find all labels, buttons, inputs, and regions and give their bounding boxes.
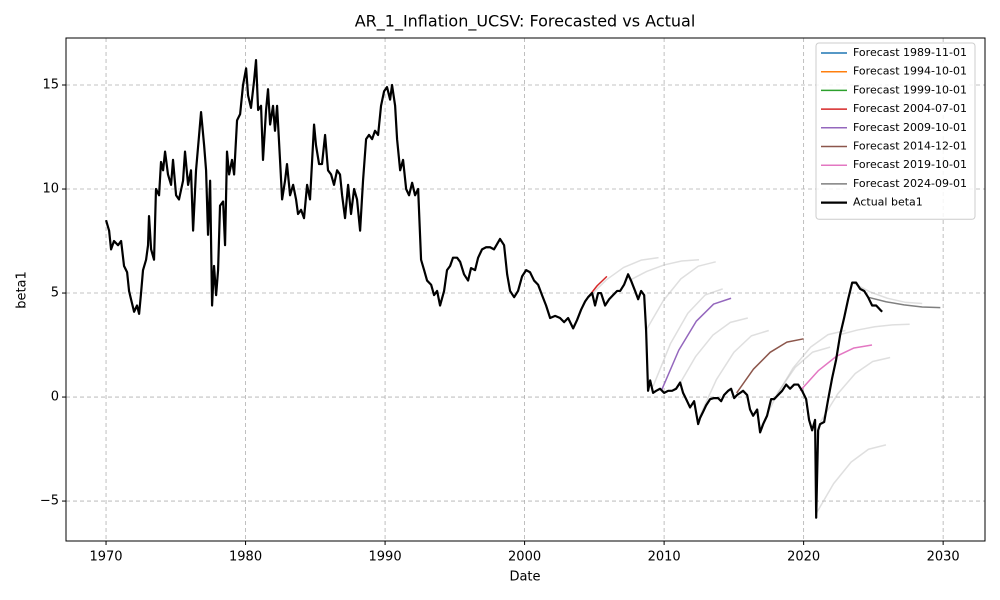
plot-frame bbox=[65, 37, 986, 542]
legend-box bbox=[815, 42, 976, 220]
background-forecast-line bbox=[628, 259, 700, 282]
legend-label: Forecast 2009-10-01 bbox=[853, 121, 967, 134]
legend-label: Forecast 1999-10-01 bbox=[853, 83, 967, 96]
legend-label: Forecast 2014-12-01 bbox=[853, 140, 967, 153]
series-line bbox=[104, 58, 883, 519]
x-tick-label: 1980 bbox=[229, 550, 262, 565]
y-axis-label: beta1 bbox=[15, 271, 30, 309]
background-forecast-line bbox=[645, 261, 716, 331]
y-tick-label: 0 bbox=[51, 390, 59, 405]
background-forecast-line bbox=[819, 356, 891, 423]
series-line bbox=[660, 297, 732, 392]
plot-area bbox=[104, 58, 941, 519]
legend-label: Forecast 2004-07-01 bbox=[853, 102, 967, 115]
background-forecast-line bbox=[759, 346, 831, 429]
x-tick-label: 2030 bbox=[927, 550, 960, 565]
legend-label: Forecast 2024-09-01 bbox=[853, 177, 967, 190]
y-tick-label: 15 bbox=[42, 78, 59, 93]
background-forecast-line bbox=[815, 444, 887, 514]
background-forecast-line bbox=[775, 329, 846, 398]
background-forecast-line bbox=[839, 323, 910, 336]
background-forecast-line bbox=[677, 317, 749, 388]
chart-title: AR_1_Inflation_UCSV: Forecasted vs Actua… bbox=[355, 12, 696, 32]
ticks: 1970 1980 1990 2000 2010 2020 2030 −5 0 5 10 15 bbox=[40, 78, 960, 565]
x-tick-label: 2020 bbox=[787, 550, 820, 565]
series-line bbox=[736, 338, 804, 394]
x-tick-label: 2000 bbox=[508, 550, 541, 565]
x-tick-label: 1990 bbox=[369, 550, 402, 565]
y-tick-label: 10 bbox=[42, 182, 59, 197]
y-tick-label: −5 bbox=[40, 494, 59, 509]
legend-label: Forecast 2019-10-01 bbox=[853, 158, 967, 171]
background-forecast-line bbox=[852, 281, 923, 305]
y-tick-label: 5 bbox=[51, 286, 59, 301]
x-tick-label: 2010 bbox=[648, 550, 681, 565]
legend-label: Forecast 1989-11-01 bbox=[853, 46, 967, 59]
x-tick-label: 1970 bbox=[89, 550, 122, 565]
background-forecast-line bbox=[588, 256, 659, 298]
background-forecast-line bbox=[652, 288, 723, 387]
series-line bbox=[867, 296, 941, 309]
legend-label: Forecast 1994-10-01 bbox=[853, 65, 967, 78]
legend: Forecast 1989-11-01 Forecast 1994-10-01 Fo… bbox=[815, 42, 976, 220]
x-axis-label: Date bbox=[509, 570, 540, 585]
background-forecast-line bbox=[698, 329, 769, 419]
legend-label: Actual beta1 bbox=[853, 196, 923, 209]
